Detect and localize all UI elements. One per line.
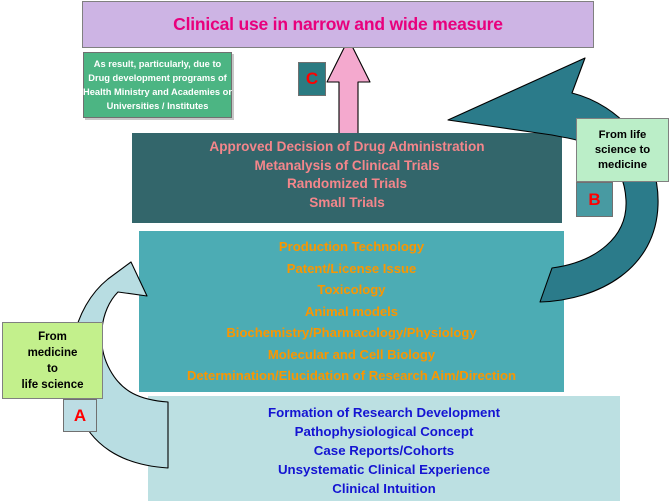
formation-line-4: Unsystematic Clinical Experience (277, 462, 491, 477)
label-b-line-2: science to (594, 143, 651, 156)
marker-b-label: B (588, 189, 601, 209)
banner-title: Clinical use in narrow and wide measure (173, 14, 503, 34)
label-a-line-1: From (38, 330, 67, 343)
label-b-line-1: From life (598, 128, 647, 141)
box-formation-research: Formation of Research Development Pathop… (148, 396, 620, 501)
marker-c-label: C (305, 69, 319, 88)
formation-line-1: Formation of Research Development (267, 405, 500, 420)
green-result-line-2: Drug development programs of (88, 73, 227, 83)
marker-c: C (298, 62, 326, 96)
arrow-up-to-clinical-use (326, 38, 371, 138)
marker-a-label: A (73, 405, 87, 425)
production-line-1: Production Technology (278, 238, 425, 254)
production-line-5: Biochemistry/Pharmacology/Physiology (226, 325, 477, 341)
production-line-6: Molecular and Cell Biology (267, 346, 436, 362)
box-approved-decision: Approved Decision of Drug Administration… (132, 133, 562, 223)
production-line-3: Toxicology (317, 282, 386, 298)
production-line-2: Patent/License Issue (286, 260, 417, 276)
formation-line-2: Pathophysiological Concept (294, 424, 474, 439)
marker-a: A (63, 399, 97, 432)
green-result-line-3: Health Ministry and Academies or (83, 87, 232, 97)
label-from-medicine-to-life-science: From medicine to life science (2, 322, 103, 399)
label-b-line-3: medicine (598, 158, 647, 171)
production-line-7: Determination/Elucidation of Research Ai… (186, 368, 517, 384)
label-a-line-4: life science (21, 378, 84, 391)
green-result-line-4: Universities / Institutes (106, 101, 209, 111)
banner-clinical-use: Clinical use in narrow and wide measure (82, 1, 594, 48)
production-line-4: Animal models (304, 303, 399, 319)
label-a-line-2: medicine (27, 346, 78, 359)
box-drug-development-programs: As result, particularly, due to Drug dev… (83, 52, 232, 118)
box-production-technology: Production Technology Patent/License Iss… (139, 231, 564, 392)
formation-line-5: Clinical Intuition (332, 481, 436, 496)
formation-line-3: Case Reports/Cohorts (313, 443, 455, 458)
marker-b: B (576, 182, 613, 217)
approved-line-2: Metanalysis of Clinical Trials (254, 157, 440, 173)
label-from-life-science-to-medicine: From life science to medicine (576, 118, 669, 182)
approved-line-4: Small Trials (309, 194, 385, 210)
approved-line-3: Randomized Trials (286, 176, 408, 191)
approved-line-1: Approved Decision of Drug Administration (209, 139, 485, 154)
label-a-line-3: to (47, 362, 58, 375)
green-result-line-1: As result, particularly, due to (93, 59, 222, 69)
